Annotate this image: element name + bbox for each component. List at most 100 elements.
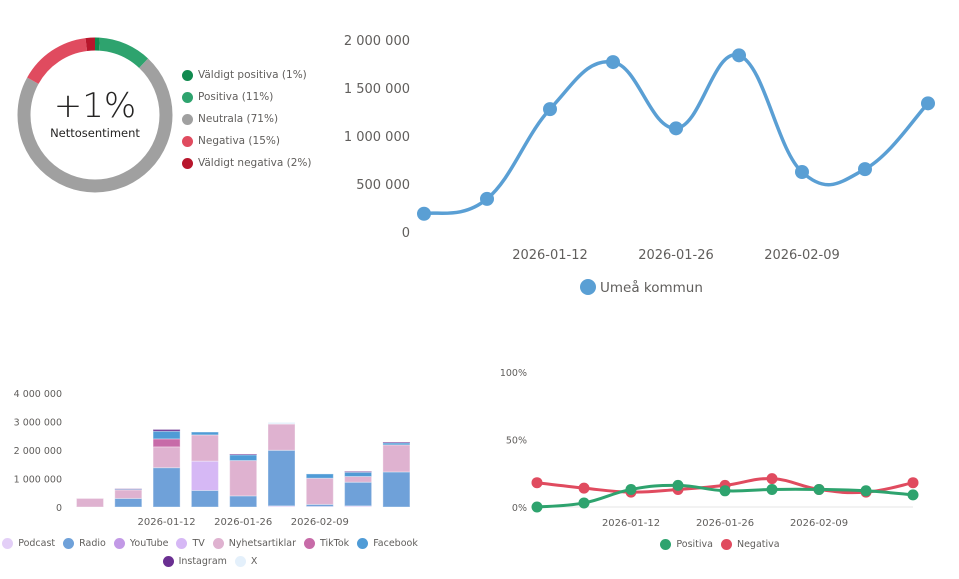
data-point [606,55,620,70]
bar-segment [229,453,258,456]
data-point [858,162,872,177]
legend-item-nyhetsartiklar[interactable]: Nyhetsartiklar [212,538,297,549]
data-point [860,485,872,497]
legend-label: Nyhetsartiklar [228,538,297,549]
legend-label: Väldigt negativa (2%) [198,157,312,169]
legend-item-facebook[interactable]: Facebook [357,538,418,549]
data-point [531,501,543,513]
y-tick-label: 50% [506,436,527,447]
data-point [543,102,557,117]
bar-segment [229,495,258,508]
y-tick-label: 500 000 [356,178,410,193]
bar-segment [152,438,181,448]
legend-label: Negativa [736,539,780,550]
bar-segment [114,488,143,490]
bar-segment [229,460,258,497]
bar-segment [267,423,296,451]
legend-dot [660,539,672,550]
bar-segment [382,444,411,473]
legend-item-x[interactable]: X [234,556,258,567]
bar-segment [114,489,143,499]
legend-item-podcast[interactable]: Podcast [2,538,55,549]
legend-label: TikTok [320,538,350,549]
legend-item-youtube[interactable]: YouTube [113,538,169,549]
x-tick-label: 2026-02-09 [790,518,848,529]
bar-segment [344,476,373,483]
bar-segment [344,470,373,473]
donut-segment [17,37,173,193]
legend-label: YouTube [129,538,169,549]
data-point [578,482,590,494]
legend-item-very-positive[interactable]: Väldigt positiva (1%) [182,64,312,86]
data-point [907,477,919,489]
bar-segment [114,497,143,508]
legend-item-negative[interactable]: Negativa (15%) [182,130,312,152]
y-tick-label: 1 000 000 [14,475,62,486]
bar-segment [152,446,181,469]
bar-segment [190,489,219,508]
data-point [625,483,637,495]
x-tick-label: 2026-01-26 [638,248,714,263]
x-tick-label: 2026-01-12 [602,518,660,529]
data-point [921,96,935,111]
legend-dot [304,538,316,549]
y-tick-label: 3 000 000 [14,418,62,429]
legend-label: Radio [79,538,106,549]
trend-legend: Positiva Negativa [480,539,959,550]
data-point [813,483,825,495]
legend-item-tiktok[interactable]: TikTok [304,538,349,549]
legend-dot [182,135,193,147]
data-point [795,165,809,179]
data-point [766,473,778,485]
legend-label: Positiva [676,539,713,550]
bar-segment [344,471,373,478]
net-sentiment-label: Nettosentiment [50,126,140,140]
data-point [669,121,683,136]
donut-segment [17,37,173,193]
y-tick-label: 1 000 000 [344,130,410,145]
donut-legend: Väldigt positiva (1%) Positiva (11%) Neu… [182,64,312,174]
y-tick-label: 0% [512,503,527,514]
x-tick-label: 2026-01-12 [512,248,588,263]
x-tick-label: 2026-01-26 [696,518,754,529]
legend-dot [2,538,14,549]
bar-segment [267,421,296,425]
legend-dot [357,538,369,549]
legend-item-neutral[interactable]: Neutrala (71%) [182,108,312,130]
legend-label: Positiva (11%) [198,91,274,103]
legend-label: Umeå kommun [600,279,703,296]
legend-dot [176,538,188,549]
y-tick-label: 2 000 000 [344,34,410,49]
sentiment-trend-chart: 0% 50% 100% 2026-01-12 2026-01-26 2026-02-09 [500,368,919,529]
legend-label: Väldigt positiva (1%) [198,69,307,81]
legend-dot [212,538,224,549]
data-point [672,479,684,491]
legend-item-instagram[interactable]: Instagram [162,556,227,567]
bar-segment [190,434,219,462]
legend-item-positive[interactable]: Positiva (11%) [182,86,312,108]
legend-dot [234,556,246,567]
y-tick-label: 0 [402,226,410,241]
bar-segment [382,471,411,508]
legend-item-positiva[interactable]: Positiva [660,539,713,550]
legend-item-very-negative[interactable]: Väldigt negativa (2%) [182,152,312,174]
legend-item-negativa[interactable]: Negativa [720,539,780,550]
legend-label: TV [192,538,205,549]
legend-label: Facebook [373,538,418,549]
legend-item-tv[interactable]: TV [176,538,205,549]
data-point [766,483,778,495]
bar-segment [190,431,219,436]
legend-item-radio[interactable]: Radio [63,538,106,549]
data-point [531,477,543,489]
x-tick-label: 2026-01-12 [138,517,196,528]
channel-stacked-bar-chart: 0 1 000 000 2 000 000 3 000 000 4 000 000 202… [14,389,411,528]
y-tick-label: 2 000 000 [14,446,62,457]
legend-dot [580,279,596,295]
legend-dot [720,539,732,550]
legend-dot [182,157,193,169]
legend-dot [182,113,193,125]
bar-segment [267,449,296,507]
x-tick-label: 2026-02-09 [291,517,349,528]
x-tick-label: 2026-02-09 [764,248,840,263]
legend-label: X [250,556,258,567]
